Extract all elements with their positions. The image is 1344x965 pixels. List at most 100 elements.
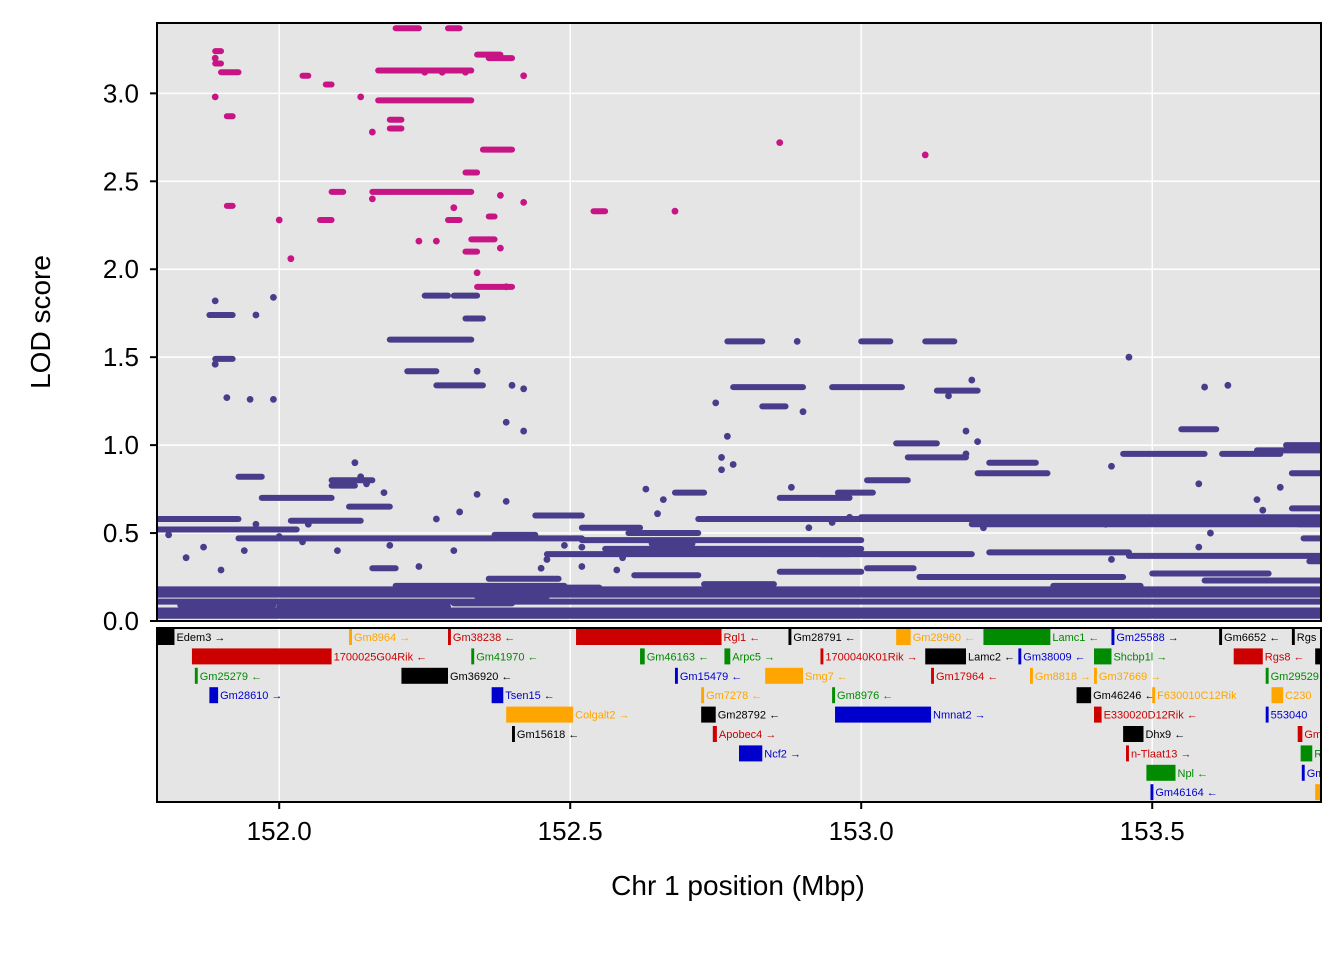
gene-box [1315,784,1321,801]
y-tick-label: 0.0 [103,606,139,636]
gene-label: Rgs [1297,632,1317,644]
gene-box [1297,726,1303,742]
data-point [211,297,219,305]
gene-label: Gm [1307,768,1325,780]
gene-box [1146,764,1176,781]
x-tick-label: 152.0 [247,816,312,846]
data-point [980,524,987,532]
data-point [415,237,423,245]
y-tick-label: 1.5 [103,342,139,372]
data-point [619,554,626,562]
data-point [450,547,458,555]
gene-box [471,648,475,665]
gene-box [1123,726,1144,742]
data-point [304,520,312,528]
data-point [962,427,970,435]
data-point [537,564,545,572]
data-point [496,244,504,252]
gene-label: Rgs8 ← [1265,651,1305,663]
data-point [712,399,720,407]
data-point [718,466,725,474]
gene-label: Gm15618 ← [517,729,579,741]
x-tick-label: 153.5 [1120,816,1185,846]
gene-box [448,629,451,645]
gene-label: Gm38238 ← [453,632,515,644]
gene-box [1150,784,1154,801]
y-tick-label: 0.5 [103,518,139,548]
data-point [502,418,510,426]
gene-label: Gm36920 ← [450,671,512,683]
data-point [578,563,586,570]
gene-box [1315,648,1321,665]
plot-panel [157,23,1321,622]
data-point [368,195,376,203]
data-point [1195,480,1203,488]
data-point [252,520,260,528]
gene-box [724,648,731,665]
data-point [846,513,853,521]
gene-label: Gm46164 ← [1155,787,1217,799]
data-point [275,216,283,224]
gene-label: E330020D12Rik ← [1104,710,1198,722]
data-point [543,556,551,563]
x-tick-label: 153.0 [829,816,894,846]
gene-box [1094,667,1097,684]
x-axis-label: Chr 1 position (Mbp) [611,870,865,901]
data-point [642,485,650,493]
gene-label: Gm7278 ← [706,690,762,702]
gene-box [832,687,836,704]
gene-box [835,706,932,723]
gene-label: Gm17964 ← [936,671,998,683]
data-point [456,508,464,516]
data-point [270,395,277,403]
gene-box [820,648,824,665]
gene-box [1233,648,1263,665]
data-point [502,283,510,291]
gene-label: Gm37669 → [1099,671,1161,683]
gene-label: Gm8976 ← [837,690,893,702]
data-point [246,395,254,403]
gene-label: Dhx9 ← [1145,729,1185,741]
data-point [578,543,586,551]
gene-box [1271,687,1284,704]
data-point [1195,543,1203,551]
gene-label: Lamc1 ← [1052,632,1099,644]
data-point [421,68,429,76]
gene-frame [156,627,1322,803]
gene-label: Shcbp1l → [1113,651,1167,663]
data-point [520,199,528,206]
data-point [659,496,667,504]
data-point [357,473,365,481]
gene-label: Tsen15 ← [505,690,555,702]
gene-box [1301,764,1305,781]
plot-frame [156,22,1322,622]
data-point [334,547,341,555]
gene-label: C230 [1285,690,1311,702]
data-point [787,483,795,491]
gene-box [1094,706,1102,723]
data-point [299,538,306,546]
gene-label: F630010C12Rik [1157,690,1237,702]
gene-box [674,667,678,684]
data-point [962,450,970,458]
data-point [432,515,440,523]
data-point [1125,353,1133,361]
y-axis-label: LOD score [25,255,56,389]
y-tick-label: 2.0 [103,254,139,284]
data-point [561,541,568,549]
gene-box [701,706,716,723]
gene-box [1265,706,1269,723]
data-point [368,128,376,136]
gene-box [194,667,198,684]
gene-label: Gm25588 → [1116,632,1178,644]
data-point [415,563,423,570]
gene-box [491,687,504,704]
data-point [520,385,528,393]
gene-label: 1700040K01Rik → [825,651,917,663]
gene-box [349,629,352,645]
data-point [462,68,469,76]
gene-label: Gm6652 ← [1224,632,1280,644]
gene-box [1291,629,1295,645]
gene-label: Ncf2 → [764,748,801,760]
data-point [1108,556,1115,563]
